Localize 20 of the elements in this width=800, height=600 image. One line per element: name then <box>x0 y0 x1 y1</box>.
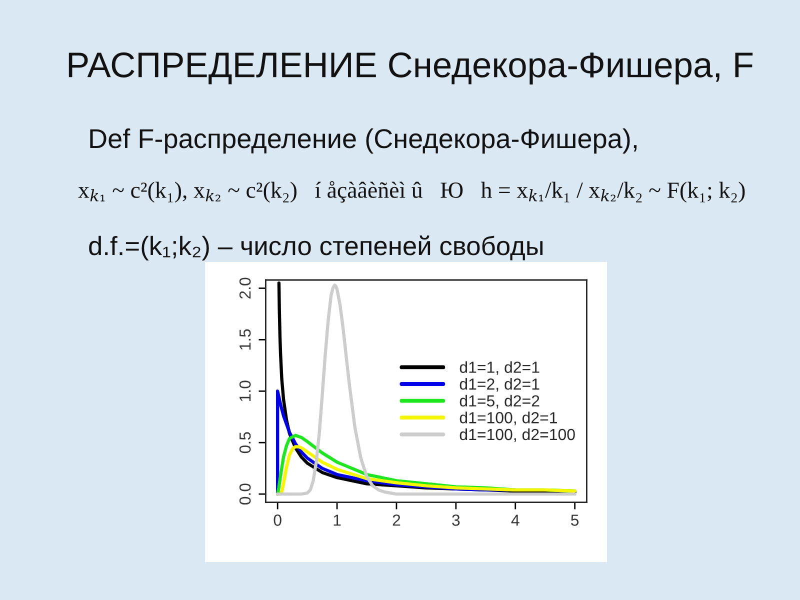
x-tick-label: 1 <box>334 514 341 526</box>
text: d.f.=(k₁;k₂) – число степеней свободы <box>89 235 543 261</box>
y-tick-label: 0.0 <box>239 484 251 505</box>
y-tick-label: 1.0 <box>239 380 251 402</box>
legend-label: d1=5, d2=2 <box>460 394 540 408</box>
text: x$_{k₁}$ ~ c²(k₁), x$_{k₂}$ ~ c²(k₂) í åçàâèñèì û Ю h = x$_{k₁}$/k₁ / x$_{k₂}$/k₂ ~ F(k₁; k₂) <box>78 181 745 203</box>
y-tick-label: 0.5 <box>239 432 251 454</box>
legend-label: d1=100, d2=100 <box>460 428 575 442</box>
x-tick-label: 2 <box>392 514 400 526</box>
legend-label: d1=2, d2=1 <box>460 378 540 392</box>
legend-label: d1=1, d2=1 <box>460 361 540 375</box>
x-tick-label: 3 <box>452 514 460 526</box>
x-tick-label: 4 <box>511 514 520 526</box>
legend-label: d1=100, d2=1 <box>460 412 557 426</box>
text: Def F-распределение (Снедекора-Фишера), <box>90 128 637 154</box>
x-tick-label: 5 <box>571 514 579 526</box>
y-tick-label: 2.0 <box>239 278 251 299</box>
chart-title: РАСПРЕДЕЛЕНИЕ Снедекора-Фишера, F <box>68 52 753 85</box>
x-tick-label: 0 <box>274 514 282 526</box>
y-tick-label: 1.5 <box>240 329 251 350</box>
